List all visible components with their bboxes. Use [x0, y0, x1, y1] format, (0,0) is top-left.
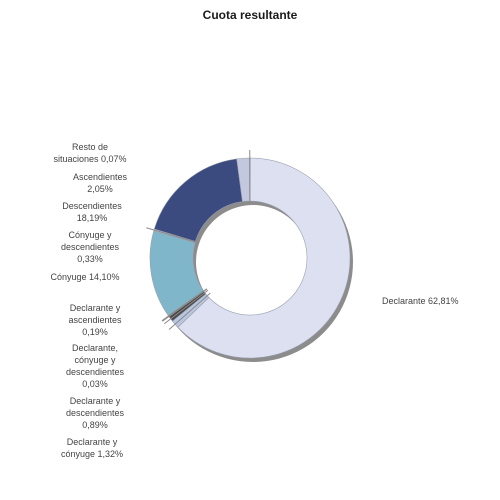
- leader-line: [146, 227, 200, 244]
- label-descendientes: Descendientes 18,19%: [62, 201, 122, 223]
- label-declarante-y-descendientes: Declarante y descendientes 0,89%: [65, 396, 125, 430]
- chart-title: Cuota resultante: [202, 8, 298, 22]
- label-declarante: Declarante 62,81%: [382, 296, 459, 306]
- label-ascendientes: Ascendientes 2,05%: [72, 172, 128, 194]
- label-declarante-conyuge-y-descendientes: Declarante, cónyuge y descendientes 0,03…: [65, 343, 125, 389]
- label-declarante-y-ascendientes: Declarante y ascendientes 0,19%: [68, 303, 122, 337]
- leader-line: [168, 292, 211, 330]
- label-conyuge: Cónyuge 14,10%: [50, 272, 120, 282]
- label-conyuge-y-descendientes: Cónyuge y descendientes 0,33%: [60, 230, 120, 264]
- label-declarante-y-conyuge: Declarante y cónyuge 1,32%: [60, 437, 124, 459]
- slice-declarante: [177, 157, 351, 359]
- leader-line: [161, 288, 208, 322]
- slice-descendientes: [153, 158, 243, 242]
- leader-line: [163, 289, 209, 325]
- label-resto-de-situaciones: Resto de situaciones 0,07%: [53, 142, 127, 164]
- donut-slices: [146, 149, 351, 359]
